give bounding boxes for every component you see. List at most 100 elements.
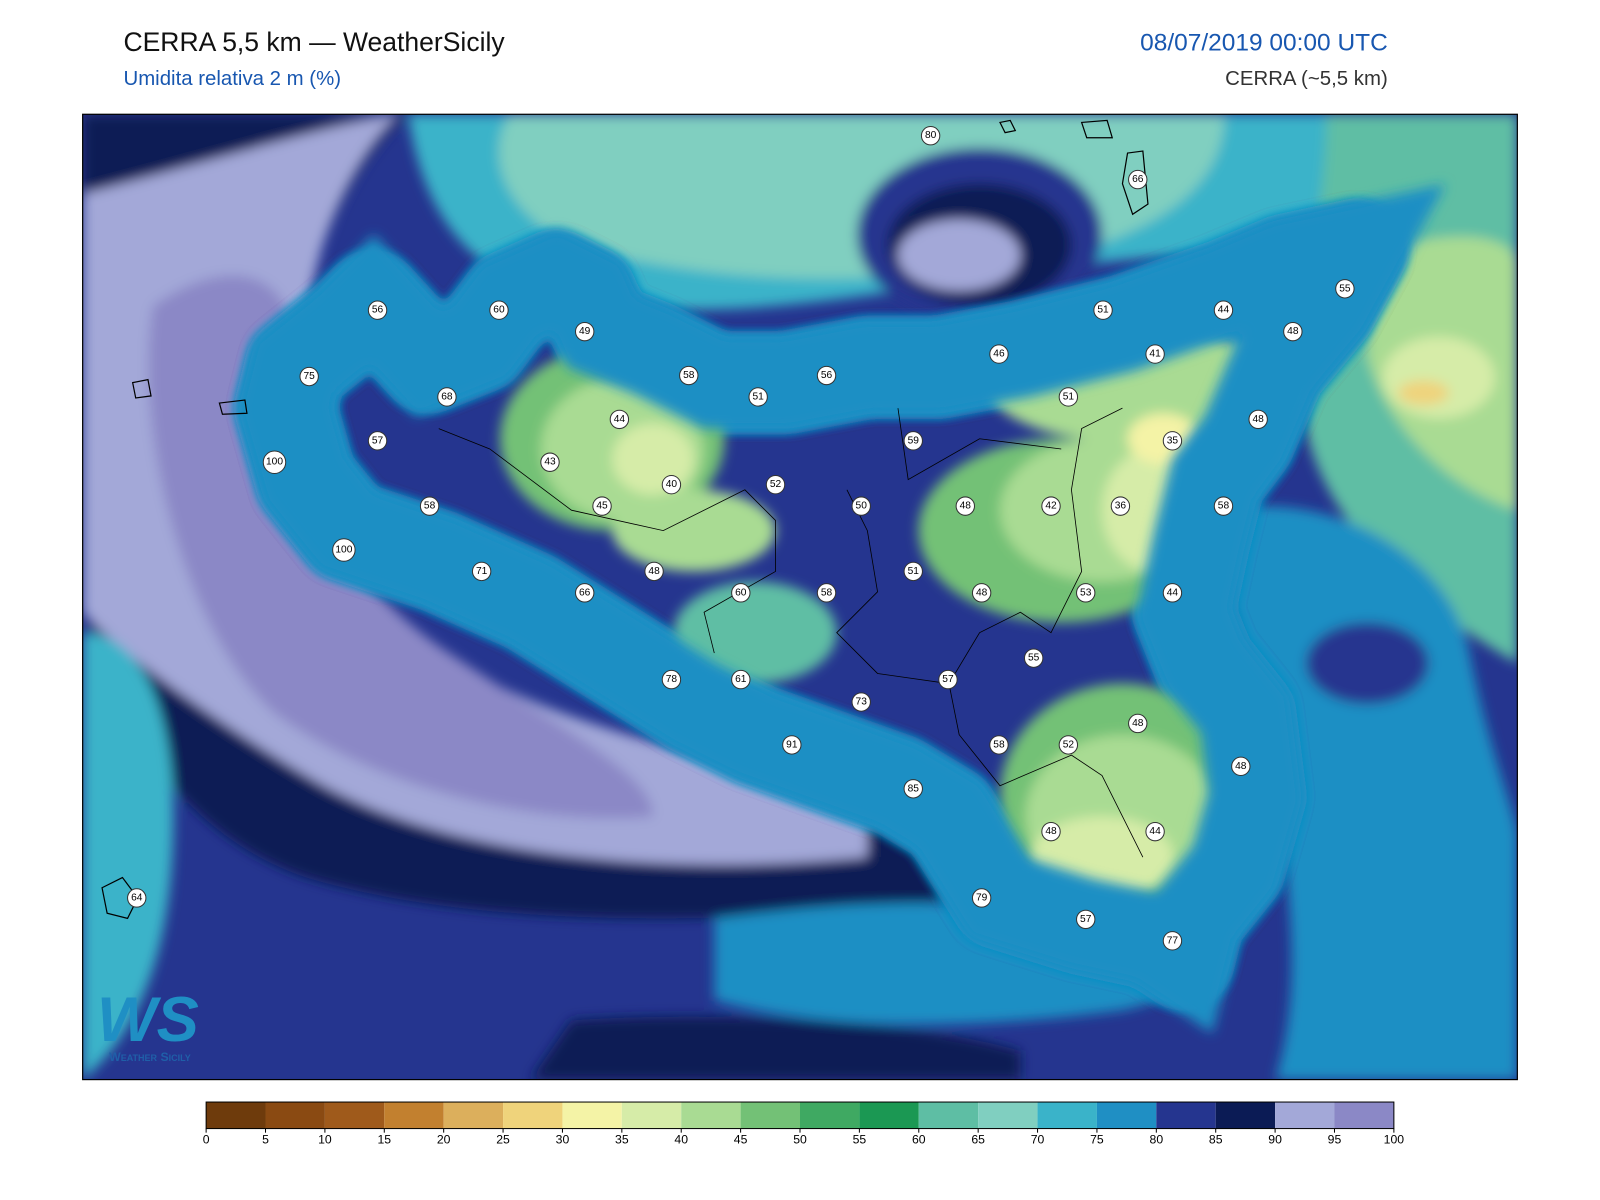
station: 57 [938,669,958,690]
station-value: 51 [1097,305,1109,316]
station-value: 51 [1063,391,1075,402]
colorbar-bin [384,1102,444,1129]
station: 42 [1041,496,1061,516]
colorbar-bin [206,1102,266,1129]
station: 44 [1213,300,1234,320]
station-marker [971,888,992,908]
station-value: 58 [1218,501,1230,512]
station-marker [592,496,612,516]
colorbar-bin [1215,1102,1276,1129]
station-marker [989,344,1009,364]
colorbar-tick-label: 0 [203,1132,210,1146]
station: 58 [419,496,440,516]
colorbar-bin [1156,1102,1216,1129]
station-value: 48 [1045,826,1057,837]
station-value: 48 [976,587,988,598]
station: 55 [1023,648,1044,668]
station-value: 60 [493,305,505,316]
station-marker [765,475,786,495]
model-label: CERRA (~5,5 km) [1225,68,1388,90]
station: 60 [731,583,751,603]
datetime: 08/07/2019 00:00 UTC [1140,29,1388,56]
station-value: 73 [856,697,868,708]
station-marker [903,431,923,451]
station: 60 [489,300,509,320]
station: 78 [661,669,682,690]
station-marker [644,561,664,582]
station-marker [262,450,287,474]
colorbar-tick-label: 15 [377,1132,391,1146]
station-marker [920,126,941,146]
station: 46 [989,344,1009,364]
station-marker [1076,909,1096,930]
station-value: 50 [856,501,868,512]
station-value: 57 [942,674,954,685]
station-value: 80 [925,130,937,141]
logo: WS Weather Sicily [97,985,199,1064]
station: 43 [540,452,560,472]
station-value: 51 [752,391,764,402]
station: 48 [1248,409,1268,430]
colorbar-bin [324,1102,385,1129]
colorbar-tick-label: 25 [496,1132,510,1146]
station-value: 66 [1132,174,1144,185]
station-value: 71 [476,566,488,577]
station: 52 [765,475,786,495]
station-marker [1023,648,1044,668]
station: 66 [575,583,595,603]
station-marker [731,583,751,603]
station-marker [782,735,802,755]
station-marker [1041,821,1061,842]
colorbar-bin [1275,1102,1335,1129]
station-value: 78 [666,674,678,685]
station: 56 [816,365,837,386]
colorbar-tick-label: 75 [1090,1132,1104,1146]
colorbar-tick-label: 95 [1328,1132,1342,1146]
station-value: 45 [596,501,608,512]
colorbar: 0 5 10 15 20 25 30 35 40 45 50 55 60 65 70 75 80 85 90 95 10… [203,1101,1405,1146]
station-value: 41 [1149,349,1161,360]
station-marker [1248,409,1268,430]
station-value: 58 [683,370,695,381]
colorbar-bin [681,1102,741,1129]
station-value: 49 [579,326,591,337]
station-value: 57 [372,435,384,446]
station: 58 [679,365,699,386]
station-marker [1335,279,1355,299]
station-value: 43 [544,457,556,468]
station-value: 48 [648,566,660,577]
station-marker [540,452,560,472]
station-value: 52 [1063,739,1075,750]
colorbar-tick-label: 20 [437,1132,451,1146]
colorbar-tick-label: 5 [262,1132,269,1146]
subtitle: Umidita relativa 2 m (%) [123,68,341,90]
station-marker [489,300,509,320]
station: 71 [471,561,492,582]
colorbar-tick-label: 100 [1384,1132,1405,1146]
station-value: 36 [1115,501,1127,512]
station-value: 58 [821,587,833,598]
colorbar-bin [562,1102,622,1129]
station-marker [1058,387,1079,407]
station-marker [419,496,440,516]
station: 44 [1162,583,1183,603]
station: 35 [1162,431,1183,451]
colorbar-tick-label: 50 [793,1132,807,1146]
colorbar-bin [800,1102,860,1129]
station-value: 100 [335,545,352,556]
station: 52 [1058,735,1079,755]
station: 66 [1128,169,1148,190]
station-marker [1128,169,1148,190]
colorbar-tick-label: 10 [318,1132,332,1146]
station: 68 [437,387,457,407]
station-value: 48 [1252,414,1264,425]
map-frame [82,113,1518,1081]
colorbar-bin [1334,1102,1394,1129]
station-marker [471,561,492,582]
station: 77 [1162,931,1183,951]
colorbar-bin [1037,1102,1097,1129]
station-value: 48 [1235,761,1247,772]
station-value: 55 [1028,653,1040,664]
colorbar-bin [503,1102,563,1129]
